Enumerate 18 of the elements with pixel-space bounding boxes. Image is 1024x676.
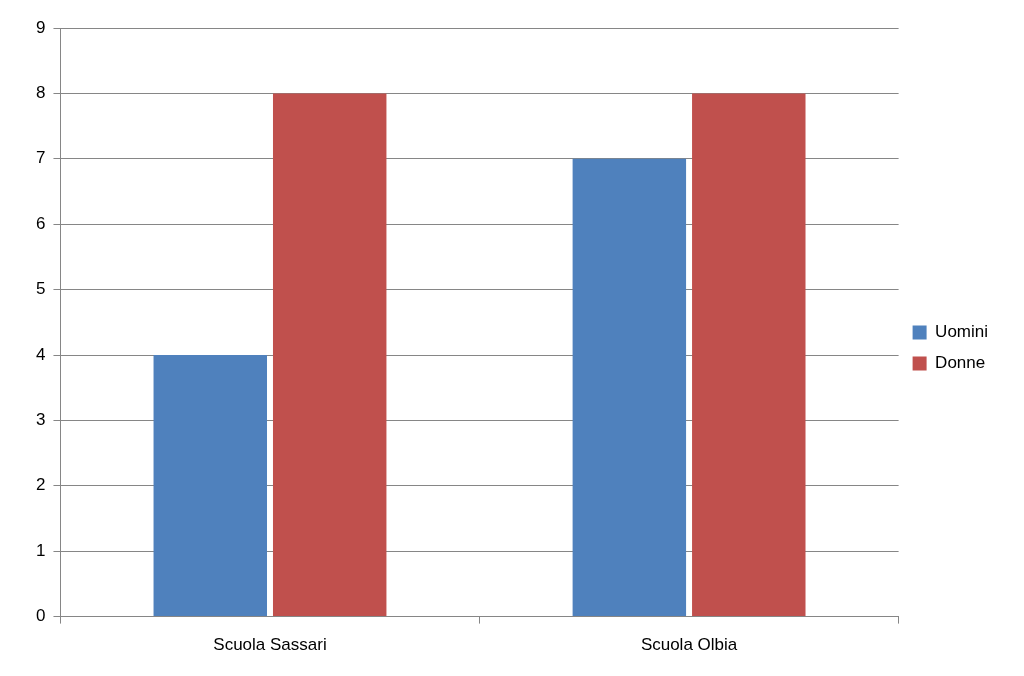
y-tick-label: 2 bbox=[35, 475, 46, 495]
x-tick-label: Scuola Sassari bbox=[213, 635, 327, 655]
y-tick-label: 7 bbox=[35, 148, 46, 168]
bar bbox=[572, 158, 687, 617]
bar bbox=[272, 93, 387, 617]
x-tick-label: Scuola Olbia bbox=[640, 635, 738, 655]
y-tick-label: 8 bbox=[35, 83, 46, 103]
y-tick-label: 3 bbox=[35, 410, 46, 430]
bar bbox=[692, 93, 806, 617]
legend-label: Donne bbox=[935, 353, 986, 373]
bar bbox=[153, 355, 268, 617]
y-tick-label: 5 bbox=[35, 279, 46, 299]
y-tick-label: 9 bbox=[35, 17, 46, 37]
y-tick-label: 1 bbox=[35, 540, 46, 560]
legend-label: Uomini bbox=[935, 322, 989, 342]
y-tick-label: 6 bbox=[35, 213, 46, 233]
y-tick-label: 0 bbox=[35, 606, 46, 626]
y-tick-label: 4 bbox=[35, 344, 46, 364]
